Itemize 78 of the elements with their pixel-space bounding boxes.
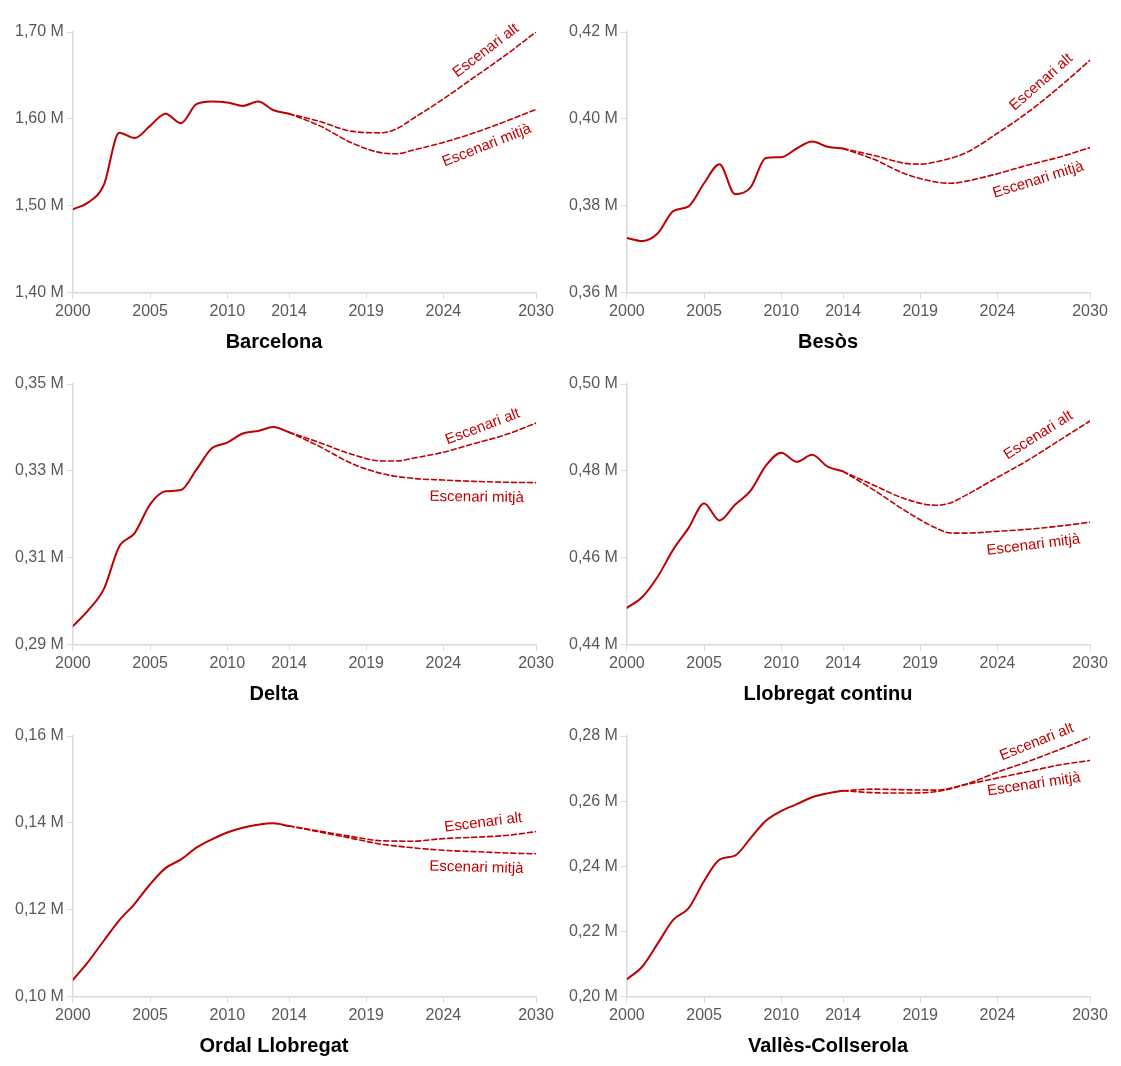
x-tick-label: 2019 [348, 653, 385, 671]
x-tick-label: 2014 [271, 1005, 307, 1023]
x-tick-label: 2010 [209, 301, 246, 319]
x-tick-label: 2019 [348, 1005, 385, 1023]
y-tick-label: 0,50 M [568, 374, 618, 392]
y-tick-label: 0,48 M [568, 461, 618, 479]
y-tick-label: 0,42 M [568, 22, 618, 40]
y-tick-label: 0,22 M [568, 922, 618, 940]
x-tick-label: 2000 [609, 1005, 645, 1023]
y-tick-label: 0,31 M [14, 548, 64, 566]
y-tick-label: 0,38 M [568, 196, 618, 214]
x-tick-label: 2000 [609, 653, 645, 671]
y-tick-label: 1,60 M [14, 109, 64, 127]
x-tick-label: 2014 [825, 301, 861, 319]
x-tick-label: 2030 [518, 653, 554, 671]
y-tick-label: 0,14 M [14, 813, 64, 831]
y-tick-label: 0,12 M [14, 900, 64, 918]
x-tick-label: 2019 [902, 1005, 939, 1023]
text: Barcelona [225, 329, 324, 352]
y-tick-label: 0,46 M [568, 548, 618, 566]
x-tick-label: 2019 [348, 301, 385, 319]
x-tick-label: 2005 [686, 1005, 722, 1023]
x-tick-label: 2005 [132, 1005, 168, 1023]
x-tick-label: 2024 [425, 1005, 462, 1023]
text: Escenari mitjà [985, 529, 1082, 559]
y-tick-label: 0,24 M [568, 856, 618, 874]
y-tick-label: 0,16 M [14, 726, 64, 744]
y-tick-label: 1,70 M [14, 22, 64, 40]
x-tick-label: 2010 [763, 301, 800, 319]
x-tick-label: 2000 [55, 301, 91, 319]
y-tick-label: 0,20 M [568, 987, 618, 1005]
y-tick-label: 0,44 M [568, 635, 618, 653]
x-tick-label: 2014 [825, 653, 861, 671]
x-tick-label: 2014 [825, 1005, 861, 1023]
y-tick-label: 0,35 M [14, 374, 64, 392]
x-tick-label: 2000 [55, 1005, 91, 1023]
x-tick-label: 2000 [609, 301, 645, 319]
text: Llobregat continu [743, 681, 913, 704]
y-tick-label: 0,36 M [568, 283, 618, 301]
x-tick-label: 2024 [425, 301, 462, 319]
y-tick-label: 1,50 M [14, 196, 64, 214]
y-tick-label: 0,28 M [568, 726, 618, 744]
text: Escenari alt [443, 807, 524, 835]
x-tick-label: 2030 [518, 301, 554, 319]
x-tick-label: 2024 [979, 301, 1016, 319]
text: Delta [249, 681, 300, 704]
x-tick-label: 2030 [1072, 1005, 1108, 1023]
y-tick-label: 1,40 M [14, 283, 64, 301]
series-label: Escenari mitjà [429, 486, 525, 506]
x-tick-label: 2024 [979, 653, 1016, 671]
x-tick-label: 2014 [271, 301, 307, 319]
x-tick-label: 2000 [55, 653, 91, 671]
x-tick-label: 2024 [979, 1005, 1016, 1023]
x-tick-label: 2005 [132, 301, 168, 319]
text: Ordal Llobregat [199, 1033, 349, 1056]
x-tick-label: 2030 [1072, 653, 1108, 671]
x-tick-label: 2010 [763, 653, 800, 671]
x-tick-label: 2005 [132, 653, 168, 671]
x-tick-label: 2010 [209, 653, 246, 671]
x-tick-label: 2010 [763, 1005, 800, 1023]
x-tick-label: 2019 [902, 301, 939, 319]
y-tick-label: 0,29 M [14, 635, 64, 653]
y-tick-label: 0,10 M [14, 987, 64, 1005]
x-tick-label: 2005 [686, 301, 722, 319]
text: Besòs [797, 329, 859, 352]
text: Escenari mitjà [985, 767, 1083, 799]
x-tick-label: 2005 [686, 653, 722, 671]
x-tick-label: 2014 [271, 653, 307, 671]
y-tick-label: 0,26 M [568, 791, 618, 809]
y-tick-label: 0,33 M [14, 461, 64, 479]
x-tick-label: 2010 [209, 1005, 246, 1023]
x-tick-label: 2024 [425, 653, 462, 671]
x-tick-label: 2019 [902, 653, 939, 671]
series-label: Escenari mitjà [429, 856, 525, 877]
text: Vallès-Collserola [747, 1033, 909, 1056]
x-tick-label: 2030 [518, 1005, 554, 1023]
y-tick-label: 0,40 M [568, 109, 618, 127]
x-tick-label: 2030 [1072, 301, 1108, 319]
